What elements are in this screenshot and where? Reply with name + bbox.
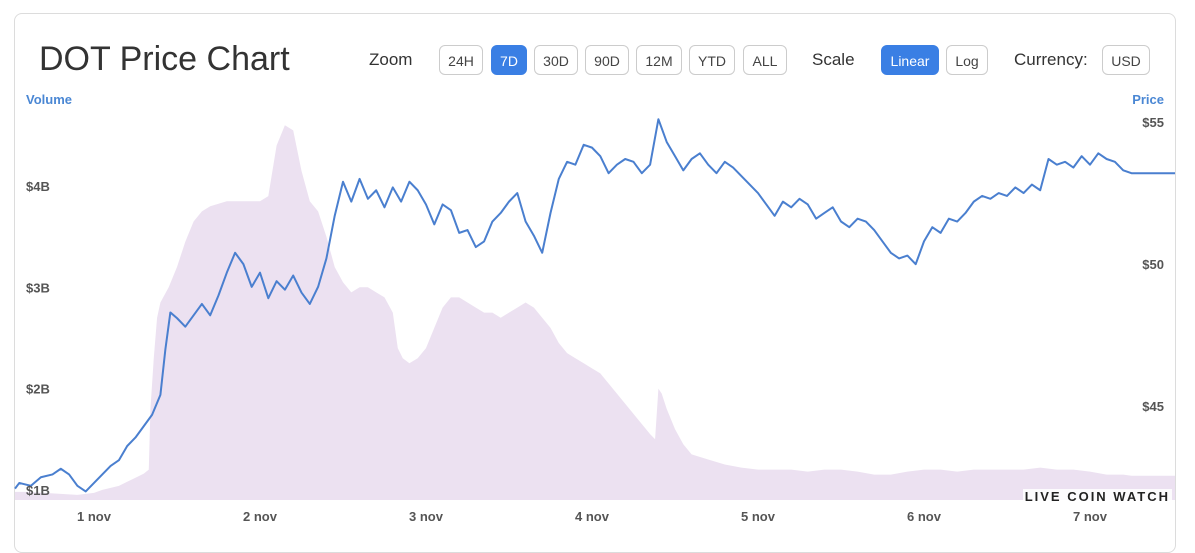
brand-watermark: LIVE COIN WATCH bbox=[1022, 489, 1172, 504]
page-title: DOT Price Chart bbox=[39, 40, 290, 78]
volume-tick-label: $4B bbox=[26, 179, 50, 194]
price-tick-label: $55 bbox=[1142, 115, 1164, 130]
volume-tick-label: $2B bbox=[26, 382, 50, 397]
price-line-layer bbox=[14, 118, 1175, 493]
x-tick-label: 4 nov bbox=[575, 509, 610, 524]
x-tick-label: 3 nov bbox=[409, 509, 444, 524]
volume-area-layer bbox=[15, 125, 1175, 500]
zoom-90d-button[interactable]: 90D bbox=[585, 45, 629, 75]
price-line bbox=[14, 118, 1175, 493]
zoom-7d-button[interactable]: 7D bbox=[491, 45, 527, 75]
zoom-12m-button[interactable]: 12M bbox=[636, 45, 682, 75]
zoom-24h-button[interactable]: 24H bbox=[439, 45, 483, 75]
x-tick-label: 1 nov bbox=[77, 509, 112, 524]
zoom-all-button[interactable]: ALL bbox=[743, 45, 787, 75]
volume-axis-title: Volume bbox=[26, 92, 72, 107]
price-tick-label: $45 bbox=[1142, 399, 1164, 414]
volume-tick-label: $3B bbox=[26, 280, 50, 295]
zoom-label: Zoom bbox=[369, 50, 413, 69]
axis-layer: Volume $1B $2B $3B $4B Price $45 $50 $55 1 nov 2 n… bbox=[26, 92, 1164, 524]
x-tick-label: 7 nov bbox=[1073, 509, 1108, 524]
x-tick-label: 5 nov bbox=[741, 509, 776, 524]
scale-label: Scale bbox=[812, 50, 855, 69]
volume-tick-label: $1B bbox=[26, 483, 50, 498]
zoom-ytd-button[interactable]: YTD bbox=[689, 45, 735, 75]
scale-linear-button[interactable]: Linear bbox=[881, 45, 939, 75]
price-axis-title: Price bbox=[1132, 92, 1164, 107]
zoom-30d-button[interactable]: 30D bbox=[534, 45, 578, 75]
x-tick-label: 2 nov bbox=[243, 509, 278, 524]
scale-log-button[interactable]: Log bbox=[946, 45, 988, 75]
price-tick-label: $50 bbox=[1142, 257, 1164, 272]
x-tick-label: 6 nov bbox=[907, 509, 942, 524]
currency-label: Currency: bbox=[1014, 50, 1088, 69]
currency-select[interactable]: USD bbox=[1102, 45, 1150, 75]
volume-area bbox=[15, 125, 1175, 500]
